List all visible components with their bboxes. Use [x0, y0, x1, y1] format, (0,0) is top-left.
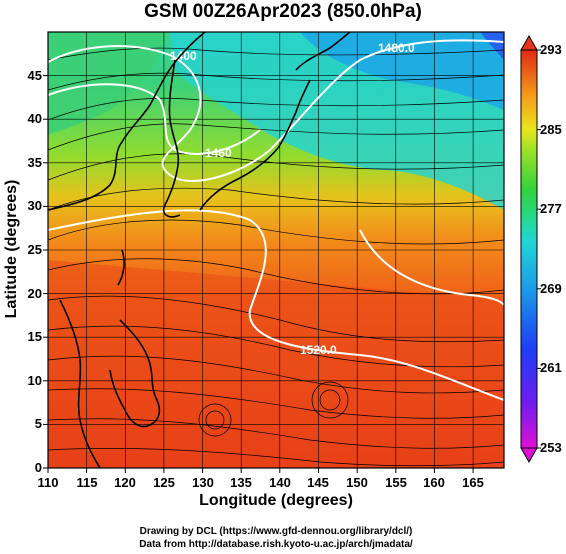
x-tick-label: 160 [423, 475, 445, 490]
credit-drawing: Drawing by DCL (https://www.gfd-dennou.o… [139, 526, 413, 537]
colorbar-tick-label: 293 [540, 42, 562, 57]
contour-label: 1480.0 [378, 41, 415, 55]
chart-title: GSM 00Z26Apr2023 (850.0hPa) [144, 1, 422, 22]
y-tick-label: 25 [27, 242, 42, 257]
colorbar-tick-label: 269 [540, 281, 562, 296]
y-tick-label: 40 [27, 111, 42, 126]
y-tick-label: 35 [27, 155, 42, 170]
x-tick-label: 125 [153, 475, 175, 490]
colorbar-tick-label: 285 [540, 122, 562, 137]
graticule [48, 32, 504, 468]
contour-label: 1520.0 [300, 343, 337, 357]
y-tick-label: 15 [27, 329, 42, 344]
coastlines [48, 32, 351, 468]
colorbar-tick-label: 277 [540, 201, 562, 216]
y-axis-label: Latitude (degrees) [3, 179, 20, 319]
y-tick-label: 30 [27, 198, 42, 213]
x-tick-label: 115 [76, 475, 98, 490]
x-tick-label: 135 [230, 475, 252, 490]
x-tick-label: 145 [307, 475, 329, 490]
credit-data: Data from http://database.rish.kyoto-u.a… [139, 539, 413, 550]
contour-label: 1460 [205, 146, 232, 160]
colorbar-tick-label: 253 [540, 440, 562, 455]
x-tick-label: 140 [269, 475, 291, 490]
y-tick-label: 45 [27, 68, 42, 83]
colorbar-tick-label: 261 [540, 360, 562, 375]
x-tick-label: 155 [385, 475, 407, 490]
y-tick-label: 10 [27, 373, 42, 388]
x-tick-label: 150 [346, 475, 368, 490]
colorbar [520, 34, 541, 464]
x-tick-label: 110 [37, 475, 59, 490]
x-tick-label: 130 [192, 475, 214, 490]
y-tick-label: 5 [34, 416, 42, 431]
y-tick-label: 20 [27, 286, 42, 301]
streamlines [48, 47, 504, 467]
height-contours [48, 39, 504, 401]
y-tick-label: 0 [34, 460, 42, 475]
x-tick-label: 165 [462, 475, 484, 490]
x-tick-label: 120 [114, 475, 136, 490]
x-axis-label: Longitude (degrees) [199, 492, 353, 509]
